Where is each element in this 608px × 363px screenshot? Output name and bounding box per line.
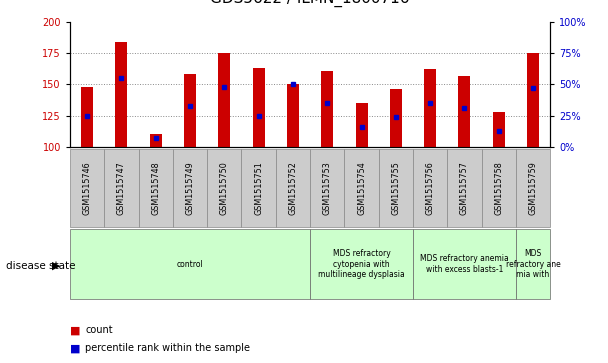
Bar <box>527 53 539 147</box>
Bar <box>424 69 436 147</box>
Text: control: control <box>177 260 203 269</box>
Bar <box>492 112 505 147</box>
Text: GSM1515749: GSM1515749 <box>185 161 195 215</box>
Text: GSM1515757: GSM1515757 <box>460 161 469 215</box>
Bar <box>321 71 333 147</box>
Bar <box>184 74 196 147</box>
Text: GSM1515753: GSM1515753 <box>323 161 332 215</box>
Text: GSM1515751: GSM1515751 <box>254 161 263 215</box>
Text: GSM1515746: GSM1515746 <box>83 161 92 215</box>
Bar <box>81 87 93 147</box>
Text: percentile rank within the sample: percentile rank within the sample <box>85 343 250 354</box>
Text: count: count <box>85 325 112 335</box>
Bar <box>356 103 368 147</box>
Text: GSM1515754: GSM1515754 <box>357 161 366 215</box>
Text: MDS refractory
cytopenia with
multilineage dysplasia: MDS refractory cytopenia with multilinea… <box>318 249 405 279</box>
Text: GSM1515747: GSM1515747 <box>117 161 126 215</box>
Bar <box>458 76 471 147</box>
Text: GSM1515752: GSM1515752 <box>288 161 297 215</box>
Text: GSM1515758: GSM1515758 <box>494 161 503 215</box>
Bar <box>150 135 162 147</box>
Text: ■: ■ <box>70 343 80 354</box>
Text: GSM1515748: GSM1515748 <box>151 161 160 215</box>
Text: GSM1515759: GSM1515759 <box>528 161 537 215</box>
Text: GSM1515755: GSM1515755 <box>392 161 400 215</box>
Text: ■: ■ <box>70 325 80 335</box>
Bar <box>390 89 402 147</box>
Text: ▶: ▶ <box>52 261 60 271</box>
Text: GSM1515750: GSM1515750 <box>220 161 229 215</box>
Bar <box>116 42 128 147</box>
Text: GSM1515756: GSM1515756 <box>426 161 435 215</box>
Bar <box>252 68 264 147</box>
Bar <box>287 85 299 147</box>
Text: disease state: disease state <box>6 261 75 271</box>
Text: MDS
refractory ane
mia with: MDS refractory ane mia with <box>506 249 561 279</box>
Text: MDS refractory anemia
with excess blasts-1: MDS refractory anemia with excess blasts… <box>420 254 509 274</box>
Text: GDS5622 / ILMN_1800716: GDS5622 / ILMN_1800716 <box>210 0 410 7</box>
Bar <box>218 53 230 147</box>
